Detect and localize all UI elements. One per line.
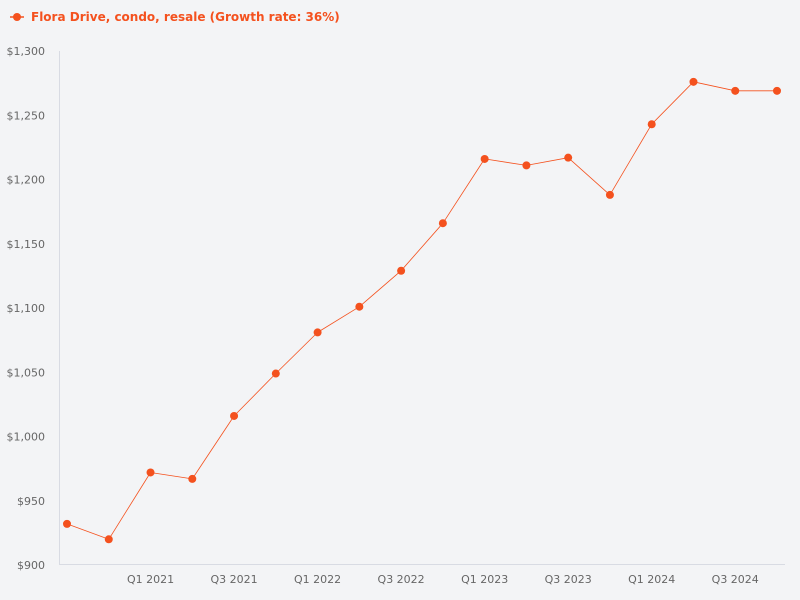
y-axis-ticks: $900 $950 $1,000 $1,050 $1,100 $1,150 $1,200 $1… [7,45,46,572]
data-point[interactable] [605,190,614,199]
x-tick-label: Q3 2024 [712,573,759,586]
x-tick-label: Q1 2022 [294,573,341,586]
y-tick-label: $1,150 [7,238,46,251]
data-point[interactable] [397,266,406,275]
y-tick-label: $900 [17,559,45,572]
data-point[interactable] [230,411,239,420]
x-tick-label: Q1 2024 [628,573,675,586]
x-tick-label: Q1 2023 [461,573,508,586]
y-tick-label: $1,100 [7,302,46,315]
legend-dot-marker [13,13,21,21]
data-point[interactable] [271,369,280,378]
legend[interactable]: Flora Drive, condo, resale (Growth rate:… [10,10,340,24]
data-point[interactable] [63,519,71,528]
x-tick-label: Q3 2023 [545,573,592,586]
x-tick-label: Q3 2021 [210,573,257,586]
x-axis-ticks: Q1 2021 Q3 2021 Q1 2022 Q3 2022 Q1 2023 Q3 20… [127,573,759,586]
series-line [66,81,777,540]
data-point[interactable] [355,302,364,311]
series-group [63,77,781,544]
x-tick-label: Q1 2021 [127,573,174,586]
data-point[interactable] [522,161,531,170]
x-tick-label: Q3 2022 [378,573,425,586]
data-point[interactable] [480,154,489,163]
y-tick-label: $1,300 [7,45,46,58]
y-tick-label: $1,250 [7,109,46,122]
data-point[interactable] [104,535,113,544]
data-point[interactable] [689,77,698,86]
data-point[interactable] [188,474,197,483]
y-tick-label: $1,050 [7,366,46,379]
data-point[interactable] [773,86,781,95]
data-point[interactable] [731,86,740,95]
data-point[interactable] [647,120,656,129]
y-tick-label: $1,000 [7,431,46,444]
y-tick-label: $950 [17,495,45,508]
data-point[interactable] [564,153,573,162]
legend-label: Flora Drive, condo, resale (Growth rate:… [31,10,340,24]
y-tick-label: $1,200 [7,174,46,187]
data-point[interactable] [438,219,447,228]
data-point[interactable] [313,328,322,337]
data-point[interactable] [146,468,155,477]
